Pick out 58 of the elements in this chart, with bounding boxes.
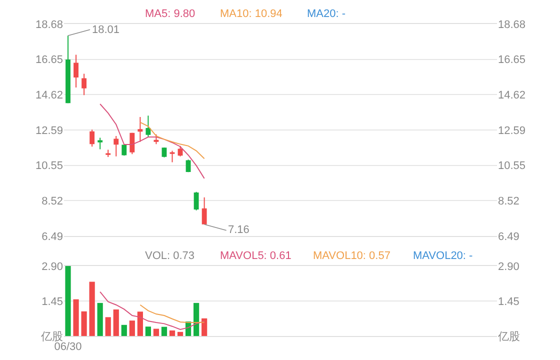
bar	[121, 324, 127, 336]
bar	[194, 302, 200, 336]
candlestick	[66, 35, 70, 104]
candlestick	[138, 116, 143, 142]
candlestick	[162, 146, 167, 158]
bar	[202, 318, 208, 336]
bar	[97, 302, 103, 336]
y-tick-label: 10.55	[498, 160, 526, 172]
bar	[89, 282, 95, 336]
candlestick	[90, 129, 95, 148]
y-tick-label: 14.62	[498, 89, 526, 102]
bar	[161, 326, 168, 336]
line-series	[140, 122, 205, 160]
bar	[137, 312, 143, 336]
candlestick	[74, 54, 78, 88]
candlestick	[186, 159, 191, 173]
line-series	[100, 104, 205, 179]
y-tick-label: 1.45	[42, 296, 63, 308]
candlestick	[106, 149, 111, 158]
candlestick	[154, 134, 159, 145]
candlestick	[202, 196, 207, 225]
y-tick-label: 18.68	[498, 18, 526, 31]
text: MAVOL10: 0.57	[313, 250, 390, 262]
text: MAVOL5: 0.61	[220, 250, 292, 262]
candlestick	[130, 132, 135, 155]
y-tick-label: 2.90	[42, 260, 63, 273]
bar	[65, 266, 71, 336]
legend-label: MAVOL20: -	[413, 250, 474, 262]
candlestick	[98, 137, 103, 150]
annotation: 7.16	[228, 224, 250, 236]
annotation: 18.01	[92, 24, 120, 36]
candlestick	[82, 73, 87, 96]
y-tick-label: 12.59	[498, 124, 526, 137]
bar	[81, 311, 87, 336]
bar	[177, 332, 184, 336]
text: VOL: 0.73	[145, 250, 195, 262]
bar	[73, 299, 79, 336]
candlestick	[194, 191, 199, 211]
line-series	[100, 291, 205, 330]
text: MA5: 9.80	[145, 8, 196, 20]
line-series	[140, 304, 205, 323]
text: MA10: 10.94	[220, 8, 282, 20]
y-tick-label: 6.49	[498, 230, 520, 243]
y-tick-label: 8.52	[498, 196, 520, 208]
bar	[129, 320, 135, 336]
candlestick	[170, 150, 175, 163]
bar	[169, 330, 176, 336]
candlestick	[122, 144, 127, 156]
bar	[105, 317, 111, 336]
bar	[153, 328, 160, 336]
y-tick-label: 亿股	[40, 330, 63, 343]
bar	[113, 309, 119, 336]
y-tick-label: 16.65	[498, 54, 526, 66]
x-tick-label: 06/30	[54, 341, 82, 354]
bar	[145, 326, 151, 336]
candlestick	[146, 115, 151, 138]
candlestick	[114, 136, 119, 157]
legend-label: MA20: -	[307, 8, 346, 20]
